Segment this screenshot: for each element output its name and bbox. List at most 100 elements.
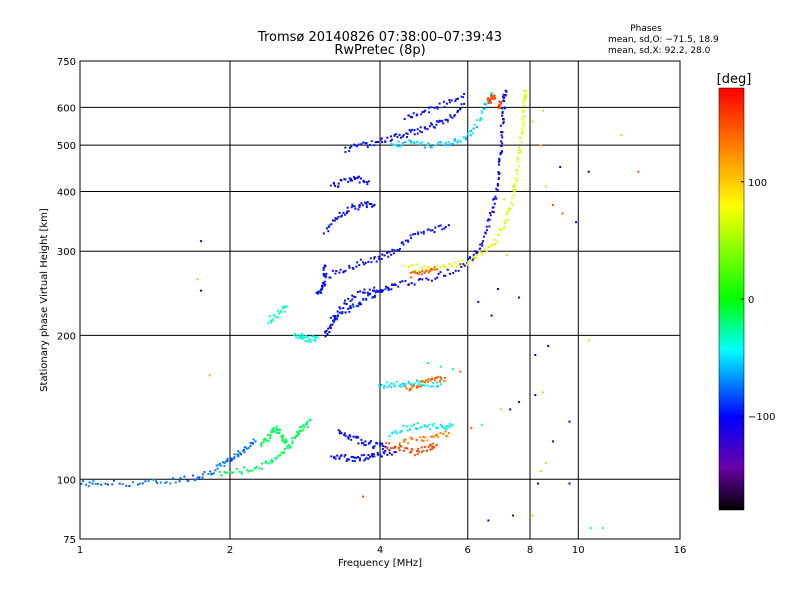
data-point bbox=[358, 457, 361, 460]
data-point bbox=[389, 447, 392, 450]
data-point bbox=[373, 256, 376, 259]
data-point bbox=[362, 179, 365, 182]
data-point bbox=[444, 118, 447, 121]
data-point bbox=[388, 384, 391, 387]
data-point bbox=[438, 381, 441, 384]
data-point bbox=[282, 434, 284, 437]
data-point bbox=[352, 305, 355, 308]
data-point bbox=[329, 184, 332, 187]
data-point bbox=[493, 238, 496, 241]
data-point bbox=[212, 472, 215, 475]
data-point bbox=[260, 441, 263, 444]
data-point bbox=[337, 216, 340, 218]
data-point bbox=[521, 130, 524, 133]
data-point bbox=[348, 266, 351, 269]
data-point bbox=[347, 180, 350, 183]
data-point bbox=[356, 177, 359, 180]
data-point bbox=[369, 440, 372, 443]
data-point bbox=[367, 180, 370, 183]
data-point bbox=[372, 289, 374, 292]
data-point bbox=[339, 430, 341, 433]
data-point bbox=[360, 438, 363, 441]
data-point bbox=[387, 255, 390, 258]
data-point bbox=[414, 427, 417, 430]
data-point bbox=[394, 430, 397, 433]
data-point bbox=[333, 318, 336, 321]
data-point bbox=[517, 156, 520, 159]
data-point bbox=[368, 441, 371, 444]
data-point bbox=[91, 482, 94, 485]
data-point bbox=[411, 437, 414, 440]
data-point bbox=[393, 249, 396, 252]
data-point bbox=[498, 100, 501, 103]
data-point bbox=[448, 98, 451, 101]
data-point bbox=[444, 225, 447, 228]
data-point bbox=[347, 297, 350, 300]
data-point bbox=[330, 323, 333, 326]
y-tick-label: 750 bbox=[57, 57, 76, 68]
data-point bbox=[386, 136, 389, 139]
data-point bbox=[444, 141, 447, 144]
data-point bbox=[344, 213, 347, 216]
data-point bbox=[196, 278, 199, 281]
data-point bbox=[484, 103, 487, 106]
data-point bbox=[300, 429, 303, 432]
data-point bbox=[521, 132, 524, 135]
data-point bbox=[381, 447, 384, 450]
data-point bbox=[324, 273, 327, 276]
data-point bbox=[324, 283, 327, 286]
data-point bbox=[420, 384, 423, 387]
data-point bbox=[454, 138, 457, 141]
data-point bbox=[369, 292, 371, 295]
data-point bbox=[485, 250, 488, 253]
data-point bbox=[249, 441, 252, 444]
data-point bbox=[422, 440, 425, 443]
data-point bbox=[381, 442, 384, 445]
data-point bbox=[494, 195, 497, 198]
data-point bbox=[325, 275, 327, 278]
data-point bbox=[439, 383, 442, 386]
data-point bbox=[88, 481, 91, 484]
data-point bbox=[331, 323, 334, 326]
data-point bbox=[429, 269, 432, 272]
data-point bbox=[404, 438, 407, 441]
data-point bbox=[378, 384, 380, 387]
data-point bbox=[420, 380, 423, 382]
data-point bbox=[350, 307, 353, 310]
data-point bbox=[333, 182, 335, 185]
data-point bbox=[247, 470, 250, 473]
data-point bbox=[301, 425, 304, 428]
data-point bbox=[445, 102, 448, 105]
data-point bbox=[174, 481, 177, 484]
data-point bbox=[385, 442, 388, 445]
data-point bbox=[400, 430, 403, 432]
data-point bbox=[305, 423, 307, 426]
data-point bbox=[428, 423, 431, 426]
data-point bbox=[561, 212, 564, 215]
data-point bbox=[357, 456, 360, 459]
data-point bbox=[445, 143, 448, 146]
data-point bbox=[261, 462, 264, 465]
data-point bbox=[390, 386, 393, 389]
data-point bbox=[502, 122, 505, 125]
data-point bbox=[216, 467, 219, 470]
data-point bbox=[521, 117, 524, 120]
data-point bbox=[516, 158, 519, 161]
data-point bbox=[419, 142, 422, 145]
data-point bbox=[338, 432, 341, 435]
data-point bbox=[408, 139, 411, 142]
data-point bbox=[589, 527, 592, 530]
data-point bbox=[426, 143, 429, 146]
data-point bbox=[364, 440, 367, 443]
data-point bbox=[284, 438, 287, 441]
data-point bbox=[392, 284, 395, 287]
data-point bbox=[525, 94, 528, 97]
data-point bbox=[128, 485, 131, 487]
data-point bbox=[464, 136, 467, 139]
data-point bbox=[428, 106, 430, 109]
data-point bbox=[348, 146, 351, 149]
data-point bbox=[416, 128, 419, 131]
data-point bbox=[371, 205, 374, 208]
data-point bbox=[587, 339, 590, 342]
data-point bbox=[440, 377, 443, 380]
